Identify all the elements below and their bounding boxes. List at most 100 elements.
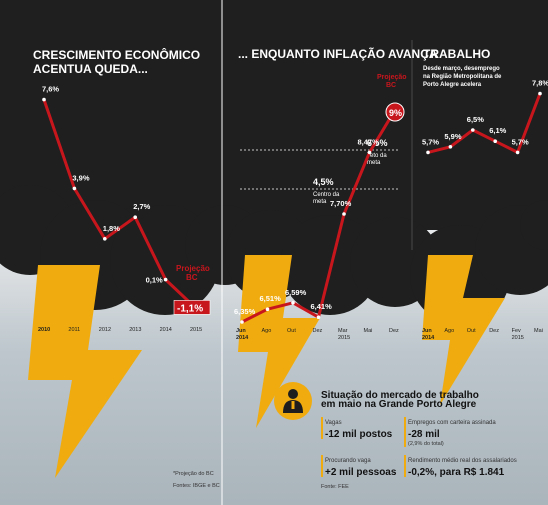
panel2-data-label: 6,41% (311, 302, 333, 311)
source-right: Fonte: FEE (321, 484, 349, 490)
panel2-data-point (240, 320, 244, 324)
panel3-data-label: 5,9% (444, 132, 461, 141)
panel2-x-tick-label: Mar (338, 328, 348, 334)
job-seekers-value: +2 mil pessoas (325, 467, 397, 478)
panel2-data-label: 7,70% (330, 199, 352, 208)
panel2-data-point (291, 301, 295, 305)
employment-situation: Situação do mercado de trabalho em maio … (274, 382, 517, 490)
panel3-x-tick-label: 2015 (512, 335, 524, 341)
panel1-data-point (103, 237, 107, 241)
worker-icon (283, 389, 303, 413)
panel3-x-tick-label: Fev (512, 328, 521, 334)
panel2-x-tick-label: Dez (313, 328, 323, 334)
panel1-x-tick-label: 2015 (190, 327, 202, 333)
panel1-data-point (42, 97, 46, 102)
panel2-data-label: 6,59% (285, 288, 307, 297)
situation-title-2: em maio na Grande Porto Alegre (321, 399, 477, 410)
panel1-data-label: 1,8% (103, 224, 120, 233)
formal-jobs-note: (2,9% do total) (408, 441, 444, 447)
panel1-data-label: 0,1% (146, 276, 163, 285)
panel2-data-label: 6,51% (260, 294, 282, 303)
panel2-title: ... ENQUANTO INFLAÇÃO AVANÇA (238, 46, 438, 61)
panel3-series-line (427, 93, 542, 154)
panel3-x-tick-label: Out (467, 328, 476, 334)
panel2-data-point (367, 150, 372, 155)
panel2-data-label: 6,35% (234, 307, 256, 316)
panel2-x-tick-label: Jun (236, 328, 246, 334)
panel2-projection-label-2: BC (386, 82, 396, 89)
source-left: Fontes: IBGE e BC (173, 483, 220, 489)
panel2-data-point (342, 212, 346, 216)
income-label: Rendimento médio real dos assalariados (408, 458, 517, 464)
panel2-projection-label-1: Projeção (377, 74, 407, 81)
panel1-title-line1: CRESCIMENTO ECONÔMICO (33, 47, 200, 62)
panel3-data-point (515, 150, 520, 155)
panel1-x-tick-label: 2013 (129, 327, 141, 333)
panel3-subtitle-line2: na Região Metropolitana de (423, 74, 502, 80)
panel2-x-tick-label: Mai (364, 328, 373, 334)
panel3-data-label: 6,5% (467, 115, 484, 124)
panel1-series-line (42, 99, 198, 310)
panel1-x-tick-label: 2011 (68, 327, 80, 333)
panel1-projection-label-1: Projeção (176, 264, 210, 273)
panel3-x-tick-label: Ago (444, 328, 454, 334)
panel2-x-tick-label: Ago (262, 328, 272, 334)
center-value: 4,5% (313, 177, 334, 187)
panel2-x-tick-label: Out (287, 328, 296, 334)
cloud-background (0, 0, 548, 325)
panel3-data-label: 7,8% (532, 79, 548, 88)
panel1-data-point (72, 186, 77, 191)
panel2-x-tick-label: 2014 (236, 335, 249, 341)
panel1-data-label: 3,9% (72, 173, 89, 182)
situation-title-1: Situação do mercado de trabalho (321, 390, 479, 401)
ceiling-label-2: meta (367, 160, 381, 166)
panel1-x-tick-label: 2010 (38, 327, 50, 333)
panel3-x-tick-label: Jun (422, 328, 432, 334)
panel2-data-point (265, 307, 270, 312)
projection-footnote: *Projeção do BC (173, 471, 214, 477)
formal-jobs-label: Empregos com carteira assinada (408, 420, 496, 426)
panel3-x-tick-label: Dez (489, 328, 499, 334)
panel2-data-point (316, 315, 321, 320)
center-label-1: Centro da (313, 192, 340, 198)
vacancies-value: -12 mil postos (325, 429, 393, 440)
panel1-data-label: 2,7% (133, 202, 150, 211)
panel3-title: TRABALHO (423, 47, 490, 61)
panel1-x-tick-label: 2012 (99, 327, 111, 333)
panel1-data-point (133, 215, 137, 219)
job-seekers-label: Procurando vaga (325, 458, 371, 464)
income-value: -0,2%, para R$ 1.841 (408, 467, 505, 478)
panel3-subtitle-line1: Desde março, desemprego (423, 66, 500, 72)
panel3-x-tick-label: 2014 (422, 335, 435, 341)
ceiling-value: 6,5% (367, 138, 388, 148)
panel3-data-point (426, 150, 430, 155)
panel3-x-tick-label: Mai (534, 328, 543, 334)
panel3-data-point (471, 128, 475, 132)
panel2-projection-badge: 9% (385, 102, 405, 122)
panel3-data-label: 5,7% (422, 137, 439, 146)
panel2-data-label: 8,47% (358, 137, 380, 146)
center-label-2: meta (313, 199, 327, 205)
panel3-data-point (493, 139, 498, 143)
panel3-data-label: 5,7% (512, 137, 529, 146)
lightning-bolts (28, 255, 505, 478)
vacancies-label: Vagas (325, 420, 342, 426)
panel1-projection-badge: -1,1% (173, 300, 211, 315)
panel2-data-label: 9% (389, 108, 402, 118)
panel3-data-point (448, 145, 453, 149)
panel1-title-line2: ACENTUA QUEDA... (33, 62, 148, 76)
panel3-data-point (538, 91, 542, 96)
label-layer: 7,6% 3,9% 1,8% 2,7% 0,1% -1,1% 6,35% 6,51%6,59%… (42, 79, 548, 316)
panel3-data-label: 6,1% (489, 126, 506, 135)
panel2-x-tick-label: Dez (389, 328, 399, 334)
panel1-data-label: 7,6% (42, 85, 59, 94)
panel3-subtitle-line3: Porto Alegre acelera (423, 82, 482, 88)
panel1-data-label: -1,1% (177, 303, 203, 314)
panel1-data-point (163, 277, 168, 282)
panel1-x-tick-label: 2014 (160, 327, 172, 333)
panel2-x-tick-label: 2015 (338, 335, 350, 341)
ceiling-label-1: Teto da (367, 153, 387, 159)
